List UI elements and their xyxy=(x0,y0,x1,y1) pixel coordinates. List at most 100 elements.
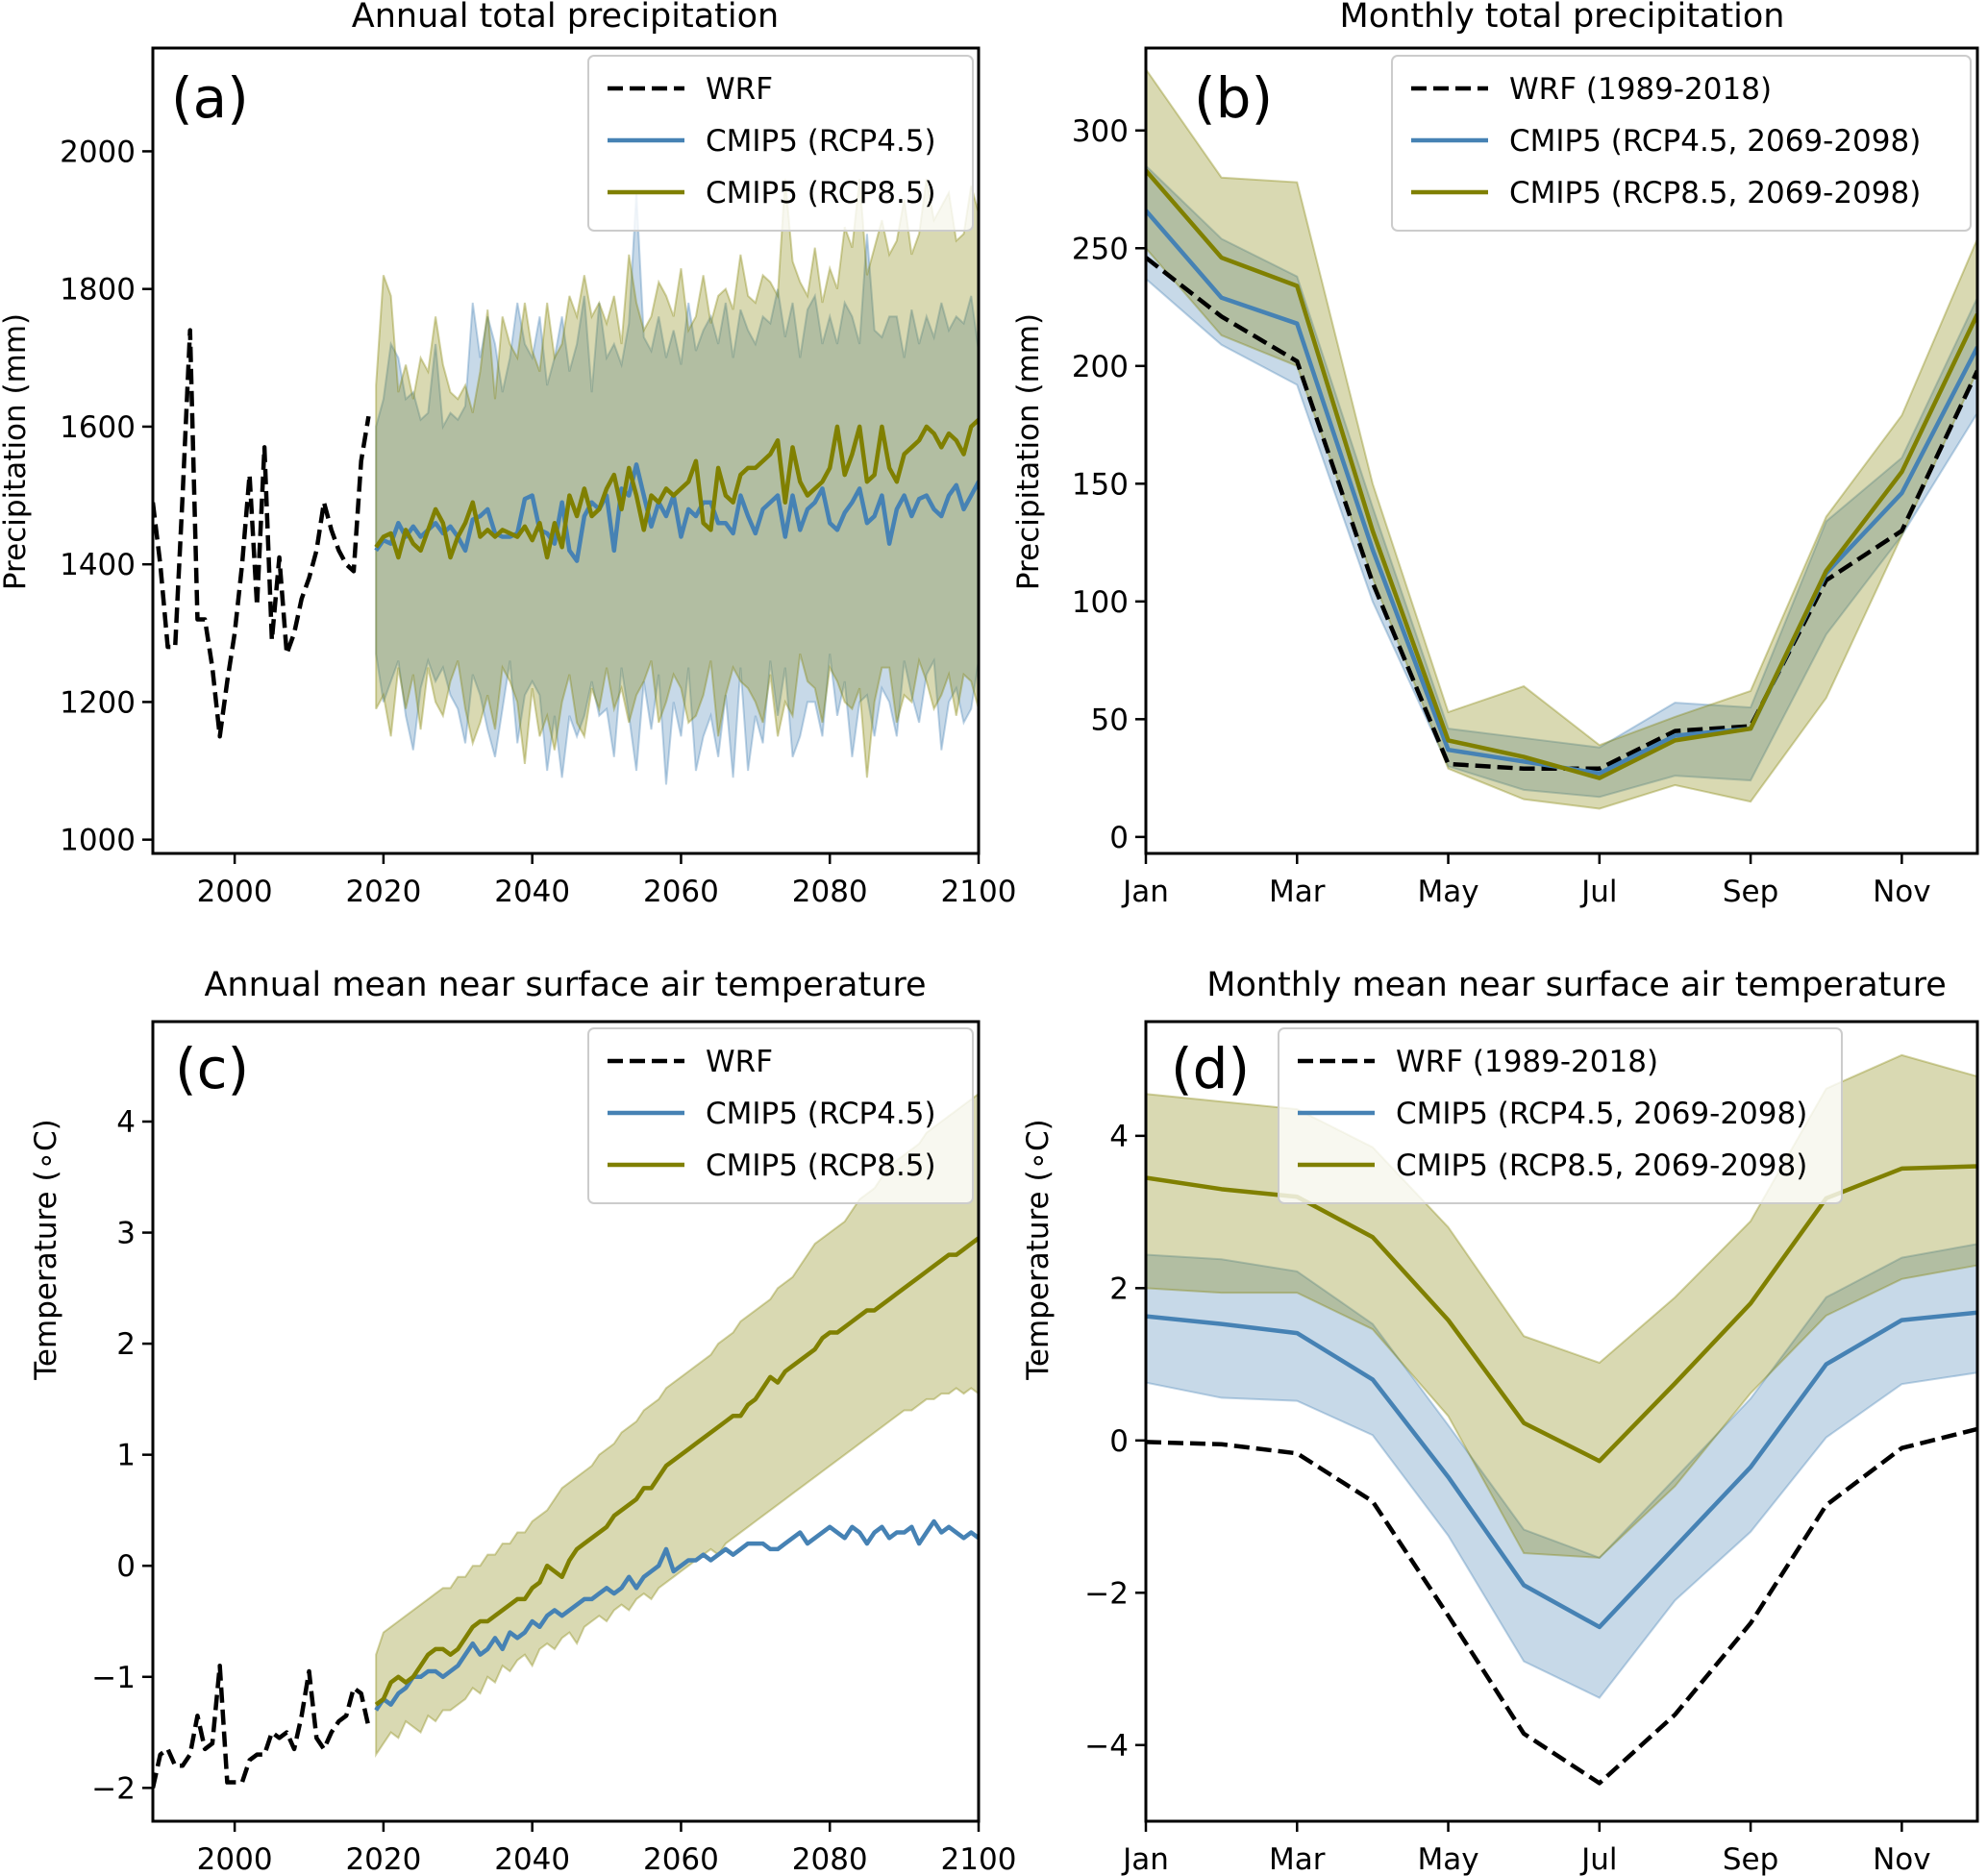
y-tick-label: 200 xyxy=(1072,350,1129,384)
x-tick-label: 2080 xyxy=(792,875,868,909)
panel-c-annual-temperature: Annual mean near surface air temperature… xyxy=(29,966,1017,1876)
x-tick-label: 2020 xyxy=(345,875,421,909)
y-tick-label: 250 xyxy=(1072,232,1129,266)
x-tick-label: 2100 xyxy=(941,1842,1017,1876)
y-tick-label: −2 xyxy=(91,1771,136,1806)
legend-label: CMIP5 (RCP8.5) xyxy=(706,176,936,210)
y-tick-label: 1400 xyxy=(60,548,136,582)
x-tick-label: 2100 xyxy=(941,875,1017,909)
x-tick-label: Jul xyxy=(1579,875,1617,909)
x-tick-label: May xyxy=(1417,875,1478,909)
axes-frame xyxy=(151,46,981,855)
y-tick-label: −1 xyxy=(91,1661,136,1695)
y-tick-label: 2 xyxy=(116,1327,136,1362)
panel-d-monthly-temperature: Monthly mean near surface air temperatur… xyxy=(1021,966,1979,1876)
line-rcp45 xyxy=(374,1518,979,1712)
line-wrf xyxy=(153,1663,371,1789)
y-tick-label: −2 xyxy=(1084,1576,1129,1611)
legend-box xyxy=(587,55,974,232)
panel-b-monthly-precipitation: Monthly total precipitation Precipitatio… xyxy=(1011,0,1979,909)
y-tick-label: 4 xyxy=(116,1105,136,1140)
line-rcp85 xyxy=(1146,168,1977,780)
axes-frame xyxy=(151,1020,981,1823)
panel-b-ylabel: Precipitation (mm) xyxy=(1011,313,1046,590)
line-rcp85 xyxy=(374,1235,979,1707)
x-tick-label: Mar xyxy=(1269,1842,1326,1876)
legend-label: CMIP5 (RCP8.5, 2069-2098) xyxy=(1396,1148,1807,1183)
panel-c-ylabel: Temperature (∘C) xyxy=(29,1119,63,1380)
x-tick-label: 2060 xyxy=(643,1842,719,1876)
legend-box xyxy=(1391,55,1972,232)
band-rcp85 xyxy=(375,178,979,778)
y-tick-label: 300 xyxy=(1072,114,1129,149)
x-tick-label: 2080 xyxy=(792,1842,868,1876)
line-wrf xyxy=(1146,256,1977,772)
line-wrf xyxy=(153,328,371,739)
band-rcp85 xyxy=(375,1092,979,1758)
panel-a-plot-area: 1000 1200 1400 1600 1800 2000 2000 2020 2040 2060… xyxy=(60,46,1017,909)
x-tick-label: Jan xyxy=(1121,1842,1169,1876)
y-tick-label: 50 xyxy=(1091,703,1129,737)
x-tick-label: 2000 xyxy=(197,1842,273,1876)
legend-label: WRF xyxy=(706,72,773,107)
panel-c-title: Annual mean near surface air temperature xyxy=(204,966,926,1004)
legend-box xyxy=(1278,1027,1843,1204)
panel-a-ylabel: Precipitation (mm) xyxy=(0,313,33,590)
legend: WRF (1989-2018) CMIP5 (RCP4.5, 2069-2098)… xyxy=(1391,55,1972,232)
x-tick-label: 2060 xyxy=(643,875,719,909)
line-rcp45 xyxy=(1146,1310,1977,1630)
x-tick-label: Sep xyxy=(1723,1842,1778,1876)
x-tick-label: Nov xyxy=(1873,1842,1931,1876)
band-rcp45 xyxy=(1146,1243,1977,1699)
y-tick-label: 150 xyxy=(1072,467,1129,502)
x-tick-label: 2040 xyxy=(494,1842,570,1876)
panel-c-tag: (c) xyxy=(175,1036,249,1101)
panel-a-annual-precipitation: Annual total precipitation Precipitation… xyxy=(0,0,1017,909)
legend-label: CMIP5 (RCP4.5) xyxy=(706,124,936,159)
y-tick-label: 2 xyxy=(1109,1271,1129,1306)
y-tick-label: 100 xyxy=(1072,585,1129,620)
x-tick-label: 2020 xyxy=(345,1842,421,1876)
y-tick-label: 1800 xyxy=(60,273,136,308)
y-tick-label: −4 xyxy=(1084,1729,1129,1764)
legend-label: WRF (1989-2018) xyxy=(1509,72,1772,107)
panel-c-plot-area: −2 −1 0 1 2 3 4 2000 2020 2040 2060 2080 2100 WRF CMIP… xyxy=(91,1020,1017,1876)
legend-label: WRF (1989-2018) xyxy=(1396,1045,1658,1079)
panel-d-tag: (d) xyxy=(1171,1036,1250,1101)
line-rcp85 xyxy=(374,417,979,560)
legend-label: CMIP5 (RCP4.5, 2069-2098) xyxy=(1396,1097,1807,1131)
y-tick-label: 0 xyxy=(1109,1424,1129,1459)
panel-d-title: Monthly mean near surface air temperatur… xyxy=(1206,966,1947,1004)
y-tick-label: 1000 xyxy=(60,824,136,858)
y-tick-label: 2000 xyxy=(60,135,136,169)
y-tick-label: 0 xyxy=(1109,821,1129,855)
series-group xyxy=(1146,67,1977,810)
x-tick-label: Jan xyxy=(1121,875,1169,909)
band-rcp45 xyxy=(1146,164,1977,799)
x-tick-label: Nov xyxy=(1873,875,1931,909)
panel-a-title: Annual total precipitation xyxy=(352,0,779,36)
x-tick-label: 2000 xyxy=(197,875,273,909)
panel-b-plot-area: 0 50 100 150 200 250 300 Jan Mar May Jul Sep Nov WRF … xyxy=(1072,46,1979,909)
legend: WRF CMIP5 (RCP4.5) CMIP5 (RCP8.5) xyxy=(587,55,974,232)
x-tick-label: Jul xyxy=(1579,1842,1617,1876)
y-tick-label: 4 xyxy=(1109,1120,1129,1154)
y-tick-label: 1600 xyxy=(60,410,136,445)
legend-label: CMIP5 (RCP4.5) xyxy=(706,1097,936,1131)
y-tick-label: 1 xyxy=(116,1439,136,1473)
legend-label: CMIP5 (RCP4.5, 2069-2098) xyxy=(1509,124,1921,159)
legend: WRF CMIP5 (RCP4.5) CMIP5 (RCP8.5) xyxy=(587,1027,974,1204)
legend-label: CMIP5 (RCP8.5) xyxy=(706,1148,936,1183)
legend-label: CMIP5 (RCP8.5, 2069-2098) xyxy=(1509,176,1921,210)
series-group xyxy=(153,178,979,785)
x-tick-label: 2040 xyxy=(494,875,570,909)
y-tick-label: 0 xyxy=(116,1549,136,1584)
line-wrf xyxy=(1146,1426,1977,1786)
axes-frame xyxy=(1144,1020,1979,1823)
x-tick-label: May xyxy=(1417,1842,1478,1876)
series-group xyxy=(153,1092,979,1789)
line-rcp45 xyxy=(374,462,979,563)
axes-frame xyxy=(1144,46,1979,855)
legend-label: WRF xyxy=(706,1045,773,1079)
